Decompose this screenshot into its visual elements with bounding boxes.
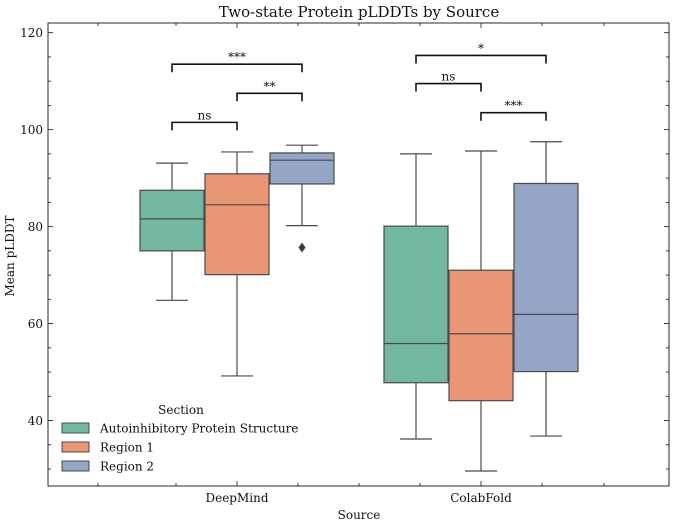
significance-annotation: ns [171, 108, 238, 131]
x-tick-label: DeepMind [205, 491, 268, 505]
significance-label: ns [198, 108, 212, 122]
box-deepmind-2 [204, 151, 270, 377]
box-deepmind-1 [139, 162, 205, 301]
box-colabfold-2 [448, 150, 514, 472]
box-iqr [204, 173, 270, 276]
legend-swatch [61, 460, 90, 472]
significance-bracket [171, 121, 238, 131]
box-colabfold-1 [383, 153, 449, 440]
y-tick-label: 80 [28, 220, 43, 234]
legend-swatch [61, 441, 90, 453]
annotations-layer: ns********ns* [171, 41, 547, 131]
significance-label: *** [228, 50, 246, 64]
box-iqr [139, 189, 205, 252]
box-iqr [383, 225, 449, 384]
x-tick-label: ColabFold [450, 491, 512, 505]
plot-layer: 40 60 80 100 120 DeepMind ColabFold [20, 22, 670, 505]
significance-label: *** [505, 99, 523, 113]
significance-bracket [171, 63, 303, 73]
significance-label: ns [442, 70, 456, 84]
legend-label: Region 1 [100, 441, 154, 455]
significance-label: ** [264, 79, 276, 93]
plot-frame [47, 22, 670, 487]
box-iqr [513, 182, 579, 373]
box-iqr [269, 152, 335, 185]
significance-bracket [236, 92, 303, 102]
box-colabfold-3 [513, 141, 579, 437]
x-axis-label: Source [338, 508, 381, 522]
y-tick-label: 120 [20, 26, 43, 40]
significance-label: * [478, 41, 484, 55]
significance-annotation: *** [171, 50, 303, 73]
y-tick-label: 60 [28, 317, 43, 331]
significance-annotation: *** [480, 99, 547, 121]
y-axis-label: Mean pLDDT [3, 216, 17, 297]
significance-annotation: ** [236, 79, 303, 102]
significance-bracket [415, 82, 482, 92]
y-tick-label: 100 [20, 123, 43, 137]
box-deepmind-3 [269, 144, 335, 253]
significance-annotation: * [415, 41, 547, 64]
significance-bracket [415, 54, 547, 64]
legend-label: Autoinhibitory Protein Structure [99, 422, 298, 436]
box-iqr [448, 269, 514, 402]
legend-swatch [61, 422, 90, 434]
boxes-layer [139, 141, 579, 472]
legend: Section Autoinhibitory Protein Structure… [61, 403, 298, 474]
chart-title: Two-state Protein pLDDTs by Source [219, 3, 500, 21]
outlier-point [298, 242, 306, 253]
y-tick-label: 40 [28, 414, 43, 428]
significance-bracket [480, 111, 547, 121]
significance-annotation: ns [415, 70, 482, 92]
legend-label: Region 2 [100, 460, 154, 474]
legend-title: Section [158, 403, 204, 417]
